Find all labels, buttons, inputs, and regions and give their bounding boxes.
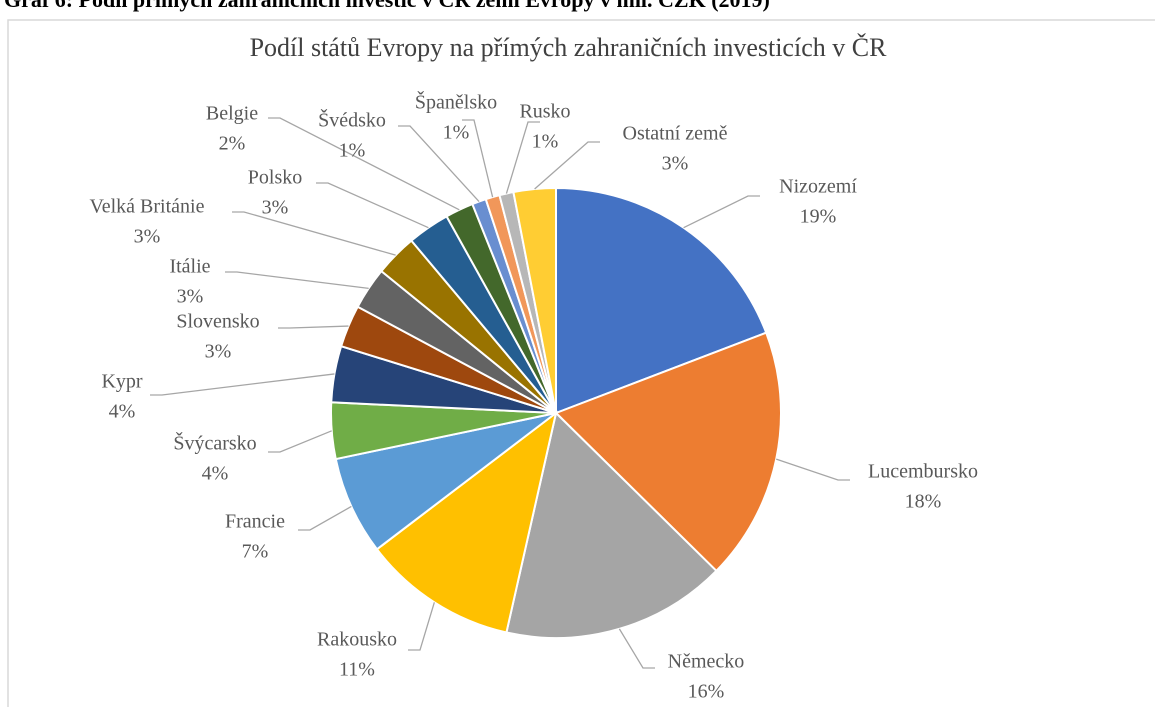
chart-title: Podíl států Evropy na přímých zahraniční… [250, 33, 888, 62]
category-label: Ostatní země [623, 123, 728, 145]
leader-line [150, 373, 335, 396]
category-label: Nizozemí [779, 176, 857, 198]
category-label: Švédsko [318, 108, 386, 132]
pie-slice [555, 186, 768, 415]
leader-line [408, 602, 435, 651]
leader-line [316, 182, 429, 229]
category-label: Polsko [248, 167, 302, 189]
value-label: 3% [134, 226, 161, 248]
category-label: Francie [225, 511, 285, 533]
leader-line [462, 119, 494, 198]
leader-line [776, 458, 850, 481]
leader-line [505, 121, 540, 194]
leader-line [683, 195, 760, 229]
leader-line [278, 325, 349, 329]
value-label: 1% [443, 122, 470, 144]
pie-slice [375, 410, 558, 634]
value-label: 11% [339, 659, 375, 681]
category-label: Velká Británie [90, 196, 205, 218]
leader-line [225, 271, 369, 290]
value-label: 3% [205, 341, 232, 363]
value-label: 1% [339, 140, 366, 162]
value-label: 3% [262, 197, 289, 219]
leader-line [268, 430, 332, 453]
value-label: 16% [688, 681, 725, 703]
value-label: 18% [905, 491, 942, 513]
labels: Nizozemí 19% Lucembursko 18% Německo 16% Rakou… [90, 90, 978, 703]
value-label: 4% [109, 401, 136, 423]
leader-line [298, 505, 352, 531]
leader-line [232, 211, 396, 256]
value-label: 7% [242, 541, 269, 563]
pie-slice [554, 331, 782, 573]
category-label: Itálie [169, 256, 210, 278]
category-label: Slovensko [176, 311, 259, 333]
category-label: Kypr [101, 371, 142, 393]
value-label: 3% [662, 153, 689, 175]
category-label: Rusko [519, 101, 570, 123]
value-label: 1% [532, 131, 559, 153]
leader-line [398, 125, 480, 203]
page-heading: Graf 6: Podíl přímých zahraničních inves… [4, 0, 770, 12]
category-label: Švýcarsko [173, 431, 256, 455]
leader-line [268, 117, 460, 211]
value-label: 4% [202, 463, 229, 485]
category-label: Španělsko [415, 90, 497, 114]
category-label: Rakousko [317, 629, 397, 651]
value-label: 19% [800, 206, 837, 228]
pie-slice [512, 186, 557, 414]
category-label: Německo [668, 651, 745, 673]
value-label: 2% [219, 133, 246, 155]
leader-line [618, 628, 655, 669]
pie [330, 186, 782, 639]
category-label: Belgie [206, 103, 258, 125]
chart-frame [7, 19, 1155, 707]
value-label: 3% [177, 286, 204, 308]
leader-line [534, 141, 600, 190]
pie-slice [505, 411, 718, 639]
category-label: Lucembursko [868, 461, 978, 483]
